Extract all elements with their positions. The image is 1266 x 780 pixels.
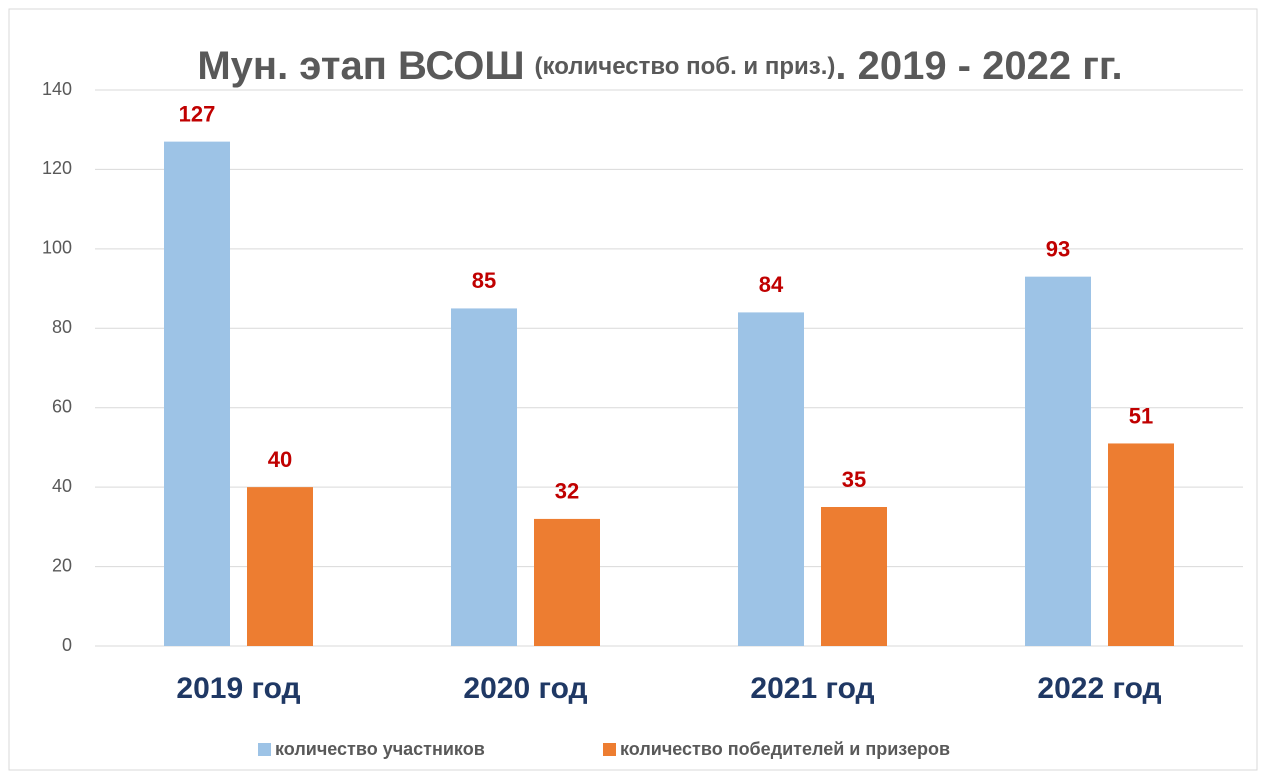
title-part: . 2019 - 2022 гг.	[835, 44, 1122, 88]
y-tick-label: 0	[62, 635, 72, 655]
y-tick-label: 140	[42, 79, 72, 99]
bar	[451, 308, 517, 646]
bar	[738, 312, 804, 646]
data-label: 35	[842, 467, 866, 492]
bar	[247, 487, 313, 646]
data-label: 93	[1046, 236, 1070, 261]
data-label: 127	[179, 101, 216, 126]
legend-label: количество победителей и призеров	[620, 739, 950, 759]
data-label: 85	[472, 268, 496, 293]
data-label: 32	[555, 479, 579, 504]
y-tick-label: 100	[42, 238, 72, 258]
y-tick-label: 80	[52, 317, 72, 337]
bar	[164, 141, 230, 646]
y-tick-label: 120	[42, 158, 72, 178]
x-tick-label: 2022 год	[1037, 672, 1161, 705]
bar	[534, 518, 600, 646]
legend-swatch	[258, 743, 271, 756]
legend-label: количество участников	[275, 739, 485, 759]
x-tick-label: 2020 год	[463, 672, 587, 705]
y-tick-label: 40	[52, 476, 72, 496]
title-part: (количество поб. и приз.)	[535, 53, 836, 80]
bar	[821, 507, 887, 646]
x-tick-label: 2021 год	[750, 672, 874, 705]
chart-title: Мун. этап ВСОШ (количество поб. и приз.).…	[197, 44, 1122, 88]
bar	[1025, 276, 1091, 646]
title-part: Мун. этап ВСОШ	[197, 44, 524, 88]
data-label: 51	[1129, 403, 1153, 428]
y-tick-label: 60	[52, 396, 72, 416]
data-label: 40	[268, 447, 292, 472]
bar	[1108, 443, 1174, 646]
x-tick-label: 2019 год	[176, 672, 300, 705]
data-label: 84	[759, 272, 784, 297]
y-tick-label: 20	[52, 555, 72, 575]
legend-swatch	[603, 743, 616, 756]
